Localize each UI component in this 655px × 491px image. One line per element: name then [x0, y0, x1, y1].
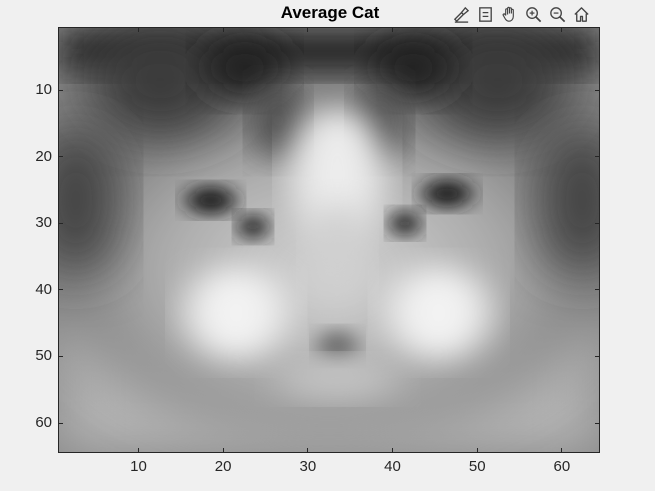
average-cat-image — [59, 28, 599, 452]
x-tick-mark — [222, 448, 224, 453]
y-tick-label: 50 — [35, 347, 52, 365]
y-tick-mark — [595, 222, 600, 224]
zoom-out-icon — [549, 6, 565, 22]
x-tick-mark — [307, 27, 309, 32]
home-icon — [573, 6, 589, 22]
y-tick-mark — [595, 156, 600, 158]
axes-toolbar — [449, 2, 593, 26]
pan-hand-icon — [502, 6, 514, 22]
x-tick-mark — [137, 27, 139, 32]
x-tick-label: 10 — [130, 458, 147, 475]
x-tick-mark — [307, 448, 309, 453]
zoom-in-button[interactable] — [521, 2, 545, 26]
y-tick-mark — [58, 355, 63, 357]
brush-button[interactable] — [449, 2, 473, 26]
x-tick-mark — [392, 448, 394, 453]
y-tick-mark — [58, 422, 63, 424]
y-tick-label: 20 — [35, 147, 52, 165]
zoom-in-icon — [525, 6, 541, 22]
x-tick-mark — [137, 448, 139, 453]
y-tick-mark — [595, 89, 600, 91]
y-tick-label: 40 — [35, 280, 52, 298]
home-button[interactable] — [569, 2, 593, 26]
pan-button[interactable] — [497, 2, 521, 26]
y-tick-label: 10 — [35, 81, 52, 99]
axes-title: Average Cat — [280, 3, 380, 22]
x-tick-label: 60 — [553, 458, 571, 475]
x-tick-label: 30 — [299, 458, 317, 475]
y-tick-mark — [595, 289, 600, 291]
y-tick-mark — [58, 222, 63, 224]
x-tick-mark — [476, 448, 478, 453]
y-tick-mark — [58, 156, 63, 158]
image-axes[interactable] — [58, 27, 600, 453]
x-tick-mark — [222, 27, 224, 32]
x-tick-label: 20 — [214, 458, 232, 475]
x-tick-mark — [476, 27, 478, 32]
y-tick-label: 60 — [35, 414, 52, 432]
y-tick-mark — [595, 355, 600, 357]
zoom-out-button[interactable] — [545, 2, 569, 26]
x-tick-mark — [561, 27, 563, 32]
x-tick-mark — [561, 448, 563, 453]
datatip-button[interactable] — [473, 2, 497, 26]
brush-icon — [453, 6, 469, 23]
y-tick-mark — [58, 289, 63, 291]
y-tick-mark — [58, 89, 63, 91]
x-tick-label: 40 — [384, 458, 401, 475]
x-tick-mark — [392, 27, 394, 32]
y-tick-label: 30 — [35, 214, 52, 232]
datatip-icon — [478, 6, 492, 22]
x-tick-label: 50 — [468, 458, 486, 475]
y-tick-mark — [595, 422, 600, 424]
